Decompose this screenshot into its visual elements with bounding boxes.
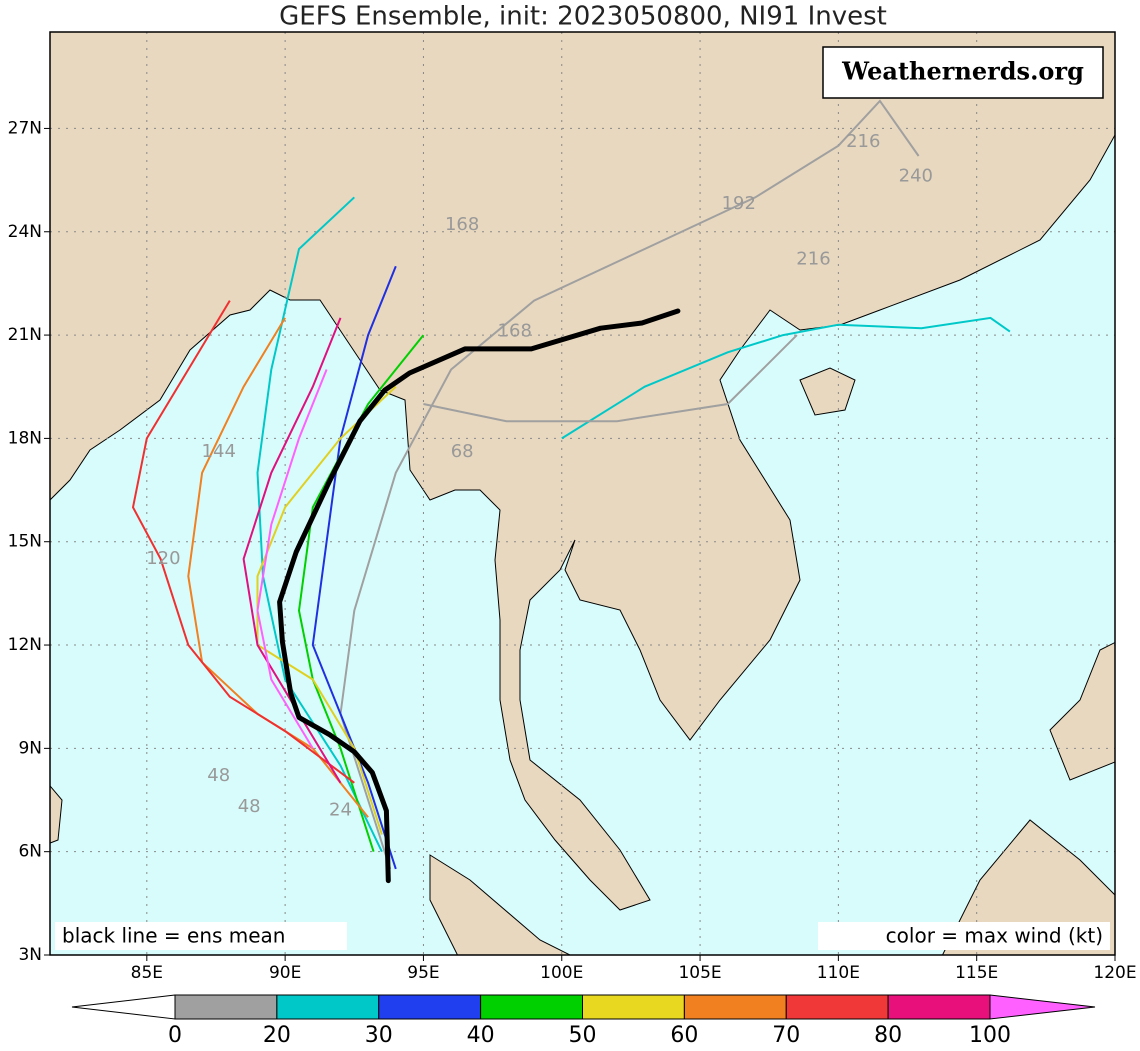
philippines	[1049, 641, 1115, 781]
y-tick-label: 15N	[8, 532, 42, 552]
colorbar-segment	[887, 994, 991, 1020]
y-tick-label: 12N	[8, 635, 42, 655]
title: GEFS Ensemble, init: 2023050800, NI91 In…	[279, 2, 887, 32]
hour-label: 144	[202, 441, 236, 462]
member-track	[297, 334, 425, 853]
hour-label: 48	[238, 796, 261, 817]
x-tick-label: 85E	[131, 963, 163, 983]
colorbar-segment	[480, 994, 583, 1020]
x-tick-label: 120E	[1093, 963, 1136, 983]
y-tick-label: 21N	[8, 325, 42, 345]
ensemble-mean-track	[277, 308, 681, 884]
colorbar-segment	[276, 994, 380, 1020]
colorbar-label: 80	[874, 1023, 902, 1048]
colorbar-segment	[785, 994, 889, 1020]
member-track	[131, 300, 355, 784]
hainan	[799, 367, 856, 416]
colorbar-over	[989, 994, 1096, 1020]
y-tick-label: 9N	[18, 738, 42, 758]
hour-label: 192	[722, 193, 756, 214]
colorbar-label: 20	[263, 1023, 291, 1048]
member-track	[423, 334, 798, 423]
colorbar-label: 100	[969, 1023, 1011, 1048]
hour-label: 216	[846, 131, 880, 152]
graticule	[50, 32, 1115, 955]
x-tick-label: 100E	[540, 963, 583, 983]
member-track	[256, 196, 383, 853]
hour-label: 24	[329, 799, 352, 820]
y-tick-label: 24N	[8, 222, 42, 242]
land-layer	[50, 32, 1115, 955]
hour-label: 68	[451, 441, 474, 462]
x-tick-label: 110E	[817, 963, 860, 983]
note-left: black line = ens mean	[62, 924, 286, 948]
y-tick-label: 3N	[18, 945, 42, 965]
axes: 85E 90E 95E 100E 105E 110E 115E 120E 3N 6N 9N 12N 15…	[8, 118, 1137, 983]
map-frame	[49, 31, 1116, 956]
colorbar-label: 30	[365, 1023, 393, 1048]
colorbar-label: 40	[467, 1023, 495, 1048]
colorbar: 0 20 30 40 50 60 70 80 100	[71, 994, 1096, 1048]
hour-label: 120	[146, 548, 180, 569]
hour-label: 168	[445, 214, 479, 235]
colorbar-segment	[582, 994, 685, 1020]
x-tick-label: 105E	[678, 963, 721, 983]
colorbar-segment	[174, 994, 278, 1020]
hour-label: 168	[498, 321, 532, 342]
y-tick-label: 6N	[18, 842, 42, 862]
note-right: color = max wind (kt)	[886, 924, 1103, 948]
borneo	[941, 819, 1115, 955]
x-tick-label: 90E	[269, 963, 301, 983]
y-tick-label: 27N	[8, 118, 42, 138]
sri-lanka	[50, 785, 63, 844]
x-tick-label: 95E	[407, 963, 439, 983]
x-tick-label: 115E	[955, 963, 998, 983]
member-track	[311, 265, 397, 870]
note-box	[55, 922, 347, 950]
colorbar-label: 60	[670, 1023, 698, 1048]
watermark-box	[822, 46, 1104, 99]
member-track	[256, 369, 328, 749]
colorbar-segment	[378, 994, 482, 1020]
member-track	[561, 316, 1011, 440]
colorbar-label: 0	[168, 1023, 182, 1048]
colorbar-label: 70	[772, 1023, 800, 1048]
y-tick-label: 18N	[8, 428, 42, 448]
hour-label: 240	[899, 166, 933, 187]
colorbar-label: 50	[569, 1023, 597, 1048]
mainland	[50, 32, 1115, 911]
tracks: 216 240 192 216 168 168 68 144 120 48 48 24	[131, 99, 1011, 884]
note-box	[818, 922, 1110, 950]
hour-label: 48	[207, 765, 230, 786]
colorbar-segment	[683, 994, 787, 1020]
member-track	[339, 99, 920, 870]
member-track	[187, 317, 369, 818]
watermark: Weathernerds.org	[841, 57, 1084, 86]
hour-label: 216	[796, 248, 830, 269]
sumatra	[429, 854, 572, 955]
colorbar-under	[71, 994, 176, 1020]
